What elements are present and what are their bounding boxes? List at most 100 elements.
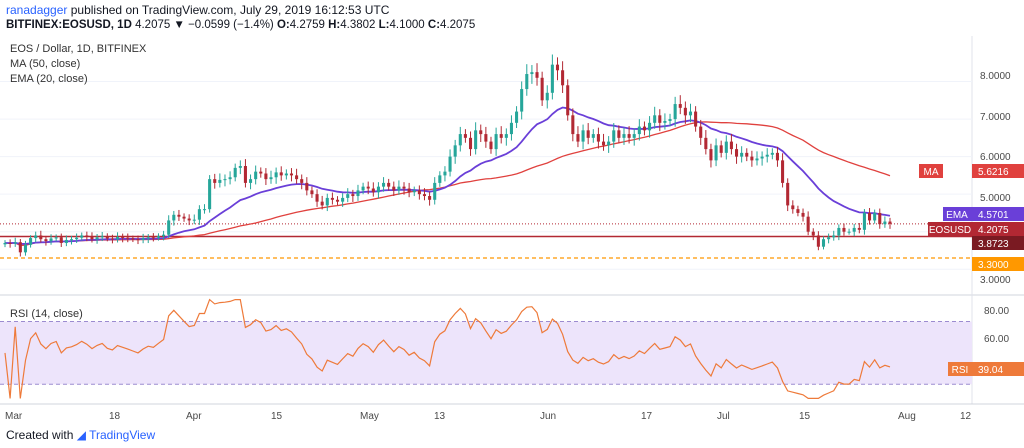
candle-body <box>535 72 539 78</box>
candle-body <box>499 134 503 138</box>
candle-body <box>402 186 406 189</box>
candle-body <box>494 134 498 150</box>
open-value: 4.2759 <box>289 19 325 31</box>
down-arrow-icon: ▼ <box>173 19 185 31</box>
candle-body <box>468 137 473 150</box>
candle-body <box>315 194 319 202</box>
candle-body <box>729 141 733 150</box>
candle-body <box>673 104 677 120</box>
rsi-y-tick: 60.00 <box>984 334 1009 345</box>
candle-body <box>29 238 33 245</box>
candle-body <box>356 190 360 197</box>
candle-body <box>796 209 800 213</box>
candle-body <box>658 115 662 123</box>
candle-body <box>49 238 53 242</box>
candle-body <box>765 154 769 157</box>
candle-body <box>13 242 17 244</box>
candle-body <box>591 134 595 138</box>
candle-body <box>223 179 227 181</box>
candle-body <box>376 186 380 193</box>
svg-text:39.04: 39.04 <box>978 365 1003 376</box>
y-tick: 6.0000 <box>980 152 1011 163</box>
candle-body <box>23 244 27 253</box>
y-tick: 5.0000 <box>980 193 1011 204</box>
candle-body <box>243 166 247 183</box>
candle-body <box>566 85 570 116</box>
horizontal-levels <box>0 223 972 259</box>
svg-text:3.3000: 3.3000 <box>978 260 1009 271</box>
candle-body <box>878 212 882 225</box>
candle-body <box>688 111 693 116</box>
candle-body <box>187 218 191 221</box>
candle-body <box>156 236 161 238</box>
candle-body <box>852 227 856 232</box>
candle-body <box>648 122 652 131</box>
candle-body <box>146 237 150 239</box>
candle-body <box>95 237 99 240</box>
tradingview-logo-icon: ◢ <box>76 428 86 442</box>
candle-body <box>85 235 89 237</box>
candle-body <box>668 119 672 121</box>
candle-body <box>105 236 109 239</box>
candle-body <box>305 182 309 191</box>
candle-body <box>576 134 580 142</box>
candle-body <box>438 175 442 183</box>
candle-body <box>131 238 135 240</box>
candle-body <box>775 152 779 161</box>
candle-body <box>202 209 207 211</box>
candle-body <box>653 115 657 123</box>
ema-line <box>5 106 891 245</box>
open-label: O: <box>276 19 290 31</box>
candle-body <box>110 238 114 240</box>
candle-body <box>382 182 386 187</box>
candle-body <box>540 77 544 101</box>
candle-body <box>842 227 846 232</box>
candle-body <box>786 182 790 206</box>
chart-header: ranadagger published on TradingView.com,… <box>0 0 1024 36</box>
candle-body <box>663 120 667 123</box>
candle-body <box>335 199 340 202</box>
main-title: EOS / Dollar, 1D, BITFINEX <box>10 43 147 55</box>
author-link[interactable]: ranadagger <box>6 3 68 17</box>
candle-body <box>213 179 217 183</box>
candle-body <box>218 179 222 183</box>
candle-body <box>709 149 713 161</box>
candle-body <box>847 231 851 233</box>
price-axis: 8.0000 7.0000 6.0000 5.0000 3.0000 <box>980 71 1011 286</box>
candle-body <box>453 145 457 157</box>
candle-body <box>366 186 370 189</box>
low-label: L: <box>378 19 390 31</box>
candle-body <box>412 190 416 193</box>
rsi-axis: 80.00 60.00 <box>984 306 1009 345</box>
chart-area[interactable]: EOS / Dollar, 1D, BITFINEX MA (50, close… <box>0 36 1024 426</box>
candle-body <box>18 242 22 253</box>
candle-body <box>300 179 304 183</box>
x-tick: Mar <box>5 411 23 422</box>
svg-text:4.2075: 4.2075 <box>978 225 1009 236</box>
candle-body <box>361 186 365 191</box>
candle-body <box>417 190 421 195</box>
candle-body <box>740 152 744 157</box>
candle-body <box>167 220 171 235</box>
candle-body <box>54 237 58 239</box>
svg-text:5.6216: 5.6216 <box>978 167 1009 178</box>
candle-body <box>520 89 524 112</box>
candle-body <box>888 221 892 224</box>
x-tick: 15 <box>799 411 811 422</box>
tradingview-link[interactable]: TradingView <box>89 428 156 442</box>
y-tick: 3.0000 <box>980 275 1011 286</box>
candle-body <box>683 107 687 116</box>
rsi-badge: RSI 39.04 <box>948 362 1024 376</box>
candle-body <box>310 190 314 195</box>
candle-body <box>883 221 887 225</box>
rsi-legend: RSI (14, close) <box>10 308 83 320</box>
x-tick: 13 <box>434 411 446 422</box>
candle-body <box>284 173 288 176</box>
price-grid <box>0 81 972 270</box>
published-text: published on TradingView.com, July 29, 2… <box>70 3 390 17</box>
candle-body <box>249 179 253 183</box>
high-value: 4.3802 <box>340 19 376 31</box>
candle-body <box>601 141 606 146</box>
close-value: 4.2075 <box>440 19 476 31</box>
candle-body <box>228 177 232 180</box>
